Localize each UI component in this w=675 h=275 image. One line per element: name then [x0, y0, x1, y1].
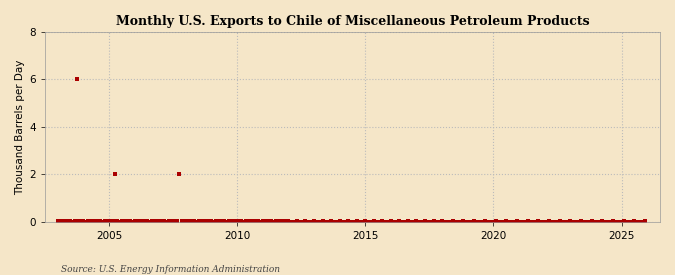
Text: Source: U.S. Energy Information Administration: Source: U.S. Energy Information Administ… — [61, 265, 279, 274]
Y-axis label: Thousand Barrels per Day: Thousand Barrels per Day — [15, 59, 25, 194]
Title: Monthly U.S. Exports to Chile of Miscellaneous Petroleum Products: Monthly U.S. Exports to Chile of Miscell… — [115, 15, 589, 28]
